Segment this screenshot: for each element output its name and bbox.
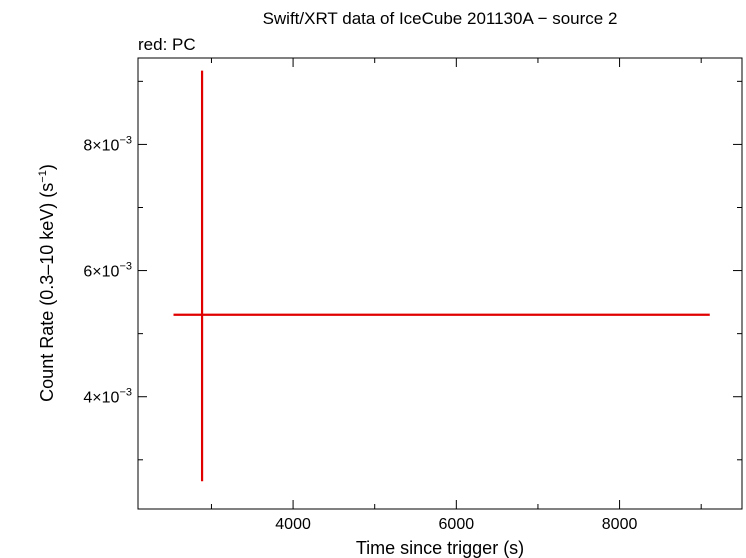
chart-subtitle: red: PC <box>138 35 196 54</box>
y-tick-label: 6×10−3 <box>83 261 132 281</box>
x-axis-label: Time since trigger (s) <box>356 538 524 558</box>
y-tick-label: 8×10−3 <box>83 134 132 154</box>
y-tick-exponent: −3 <box>119 134 132 146</box>
y-axis-label-close: ) <box>37 164 57 170</box>
y-tick-exponent: −3 <box>119 261 132 273</box>
x-tick-label: 8000 <box>602 516 638 533</box>
chart-title: Swift/XRT data of IceCube 201130A − sour… <box>263 9 618 28</box>
y-tick-exponent: −3 <box>119 387 132 399</box>
y-axis-label-exp: −1 <box>37 170 49 183</box>
plot-frame <box>137 57 743 510</box>
y-tick-mantissa: 6×10 <box>83 264 119 281</box>
data-layer <box>173 70 710 482</box>
y-axis-label-main: Count Rate (0.3–10 keV) (s <box>37 183 57 402</box>
y-axis-label: Count Rate (0.3–10 keV) (s−1) <box>37 164 57 402</box>
y-tick-label: 4×10−3 <box>83 387 132 407</box>
y-tick-mantissa: 8×10 <box>83 137 119 154</box>
x-tick-label: 4000 <box>275 516 311 533</box>
y-tick-mantissa: 4×10 <box>83 390 119 407</box>
x-tick-label: 6000 <box>439 516 475 533</box>
